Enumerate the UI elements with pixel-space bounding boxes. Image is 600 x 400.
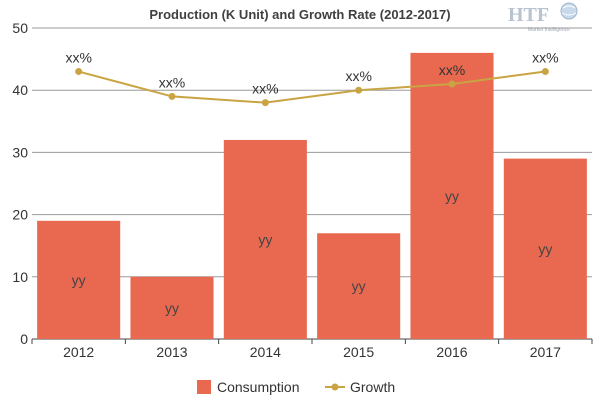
y-tick-label: 0	[20, 331, 28, 347]
bar-labels: yy yy yy yy yy yy	[72, 188, 553, 316]
bar-value-label: yy	[72, 272, 86, 288]
growth-line: xx% xx% xx% xx% xx% xx%	[65, 50, 559, 107]
legend: Consumption Growth	[197, 379, 395, 395]
growth-point-2012	[75, 68, 83, 76]
y-axis: 0 10 20 30 40 50	[12, 20, 28, 347]
htf-logo: HTF Market Intelligence	[508, 2, 578, 33]
y-tick-label: 20	[12, 207, 28, 223]
consumption-bars	[37, 52, 587, 339]
x-tick-label: 2016	[436, 344, 467, 360]
x-tick-label: 2013	[156, 344, 187, 360]
growth-point-label: xx%	[159, 74, 185, 90]
x-tick-label: 2014	[250, 344, 281, 360]
bar-2016	[410, 52, 494, 339]
bar-value-label: yy	[538, 241, 552, 257]
bar-2012	[37, 220, 121, 339]
bar-value-label: yy	[165, 300, 179, 316]
growth-series-line	[78, 70, 546, 104]
logo-subtitle: Market Intelligence	[528, 27, 570, 33]
y-tick-label: 40	[12, 82, 28, 98]
bar-2014	[223, 139, 307, 339]
growth-point-label: xx%	[252, 81, 278, 97]
globe-icon	[560, 2, 578, 20]
x-tick-label: 2015	[343, 344, 374, 360]
bar-2015	[317, 233, 401, 339]
legend-label-growth: Growth	[350, 379, 395, 395]
bar-2017	[503, 158, 587, 339]
y-tick-label: 10	[12, 269, 28, 285]
legend-swatch-consumption	[197, 380, 211, 394]
y-tick-label: 50	[12, 20, 28, 36]
growth-point-2013	[168, 92, 176, 100]
growth-point-2014	[261, 99, 269, 107]
logo-text: HTF	[508, 4, 549, 26]
bar-value-label: yy	[445, 188, 459, 204]
x-tick-label: 2017	[530, 344, 561, 360]
chart-title: Production (K Unit) and Growth Rate (201…	[149, 7, 450, 22]
growth-point-2017	[541, 68, 549, 76]
legend-label-consumption: Consumption	[217, 379, 300, 395]
bar-value-label: yy	[258, 231, 272, 247]
growth-point-label: xx%	[65, 50, 91, 66]
legend-swatch-growth-marker	[331, 383, 339, 391]
x-tick-label: 2012	[63, 344, 94, 360]
growth-point-label: xx%	[439, 62, 465, 78]
growth-point-2016	[448, 80, 456, 88]
x-axis: 2012 2013 2014 2015 2016 2017	[31, 339, 593, 360]
bar-2013	[130, 276, 214, 339]
y-tick-label: 30	[12, 144, 28, 160]
grid-lines	[32, 27, 592, 340]
growth-point-label: xx%	[345, 68, 371, 84]
growth-point-label: xx%	[532, 50, 558, 66]
bar-value-label: yy	[352, 278, 366, 294]
growth-point-2015	[355, 86, 363, 94]
